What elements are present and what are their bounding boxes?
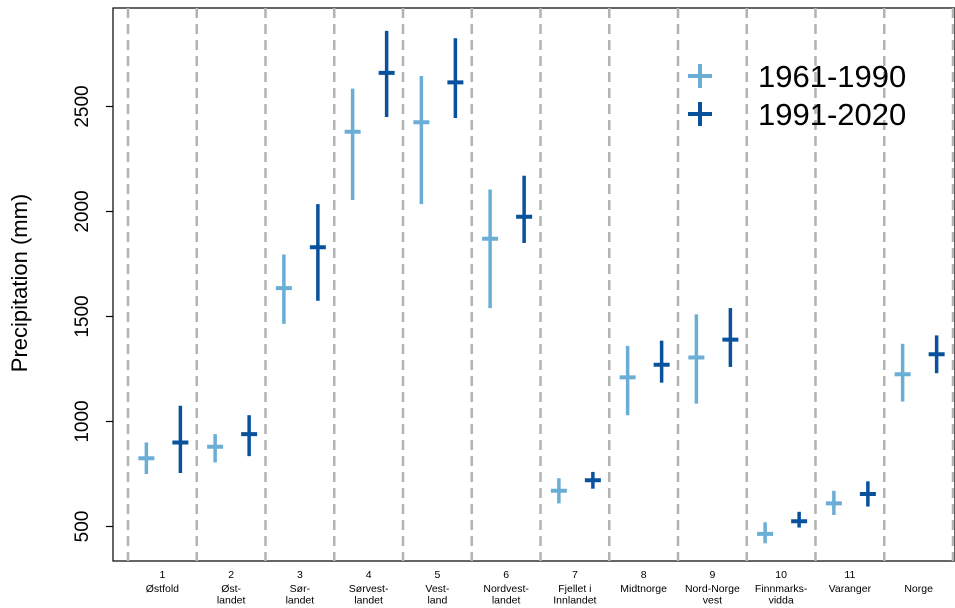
x-category-number: 5 [434,569,440,581]
x-category-name: Øst- [221,583,241,595]
category-separators [126,8,955,561]
x-category-name: Finnmarks- [755,583,808,595]
x-category-name: vest [703,595,722,607]
y-tick-label: 2500 [72,85,93,127]
x-category-number: 9 [709,569,715,581]
y-tick-label: 2000 [72,190,93,232]
x-axis-labels: 1 Østfold 2 Øst-landet 3 Sør-landet 4 Sørvest-l… [146,569,933,607]
x-category-name: Sør- [290,583,311,595]
x-category-name: Nord-Norge [685,583,740,595]
x-category-number: 11 [844,569,855,581]
legend-label: 1991-2020 [758,97,906,132]
error-bars [138,30,945,544]
plot-frame [112,7,955,562]
x-category-name: landet [286,595,315,607]
x-category-name: landet [217,595,246,607]
x-category-number: 3 [297,569,303,581]
y-axis-label: Precipitation (mm) [7,194,32,372]
x-category-name: Norge [904,583,933,595]
x-category-number: 7 [572,569,578,581]
x-category-name: landet [492,595,521,607]
x-category-number: 2 [228,569,234,581]
x-category-name: Fjellet i [558,583,591,595]
x-category-name: Innlandet [553,595,596,607]
x-category-name: Sørvest- [349,583,389,595]
x-category-number: 4 [366,569,372,581]
y-tick-label: 1000 [72,400,93,442]
x-category-name: landet [354,595,383,607]
x-category-number: 6 [503,569,509,581]
y-tick-label: 500 [72,511,93,543]
x-category-name: Varanger [829,583,872,595]
y-axis: 500 1000 1500 2000 2500 [72,85,113,542]
x-category-name: Vest- [425,583,449,595]
x-category-name: Midtnorge [620,583,667,595]
x-category-number: 10 [775,569,787,581]
x-category-number: 1 [159,569,165,581]
y-tick-label: 1500 [72,295,93,337]
x-category-name: vidda [769,595,794,607]
x-category-name: land [427,595,447,607]
x-category-number: 8 [641,569,647,581]
x-category-name: Nordvest- [483,583,529,595]
legend-label: 1961-1990 [758,59,906,94]
x-category-name: Østfold [146,583,179,595]
